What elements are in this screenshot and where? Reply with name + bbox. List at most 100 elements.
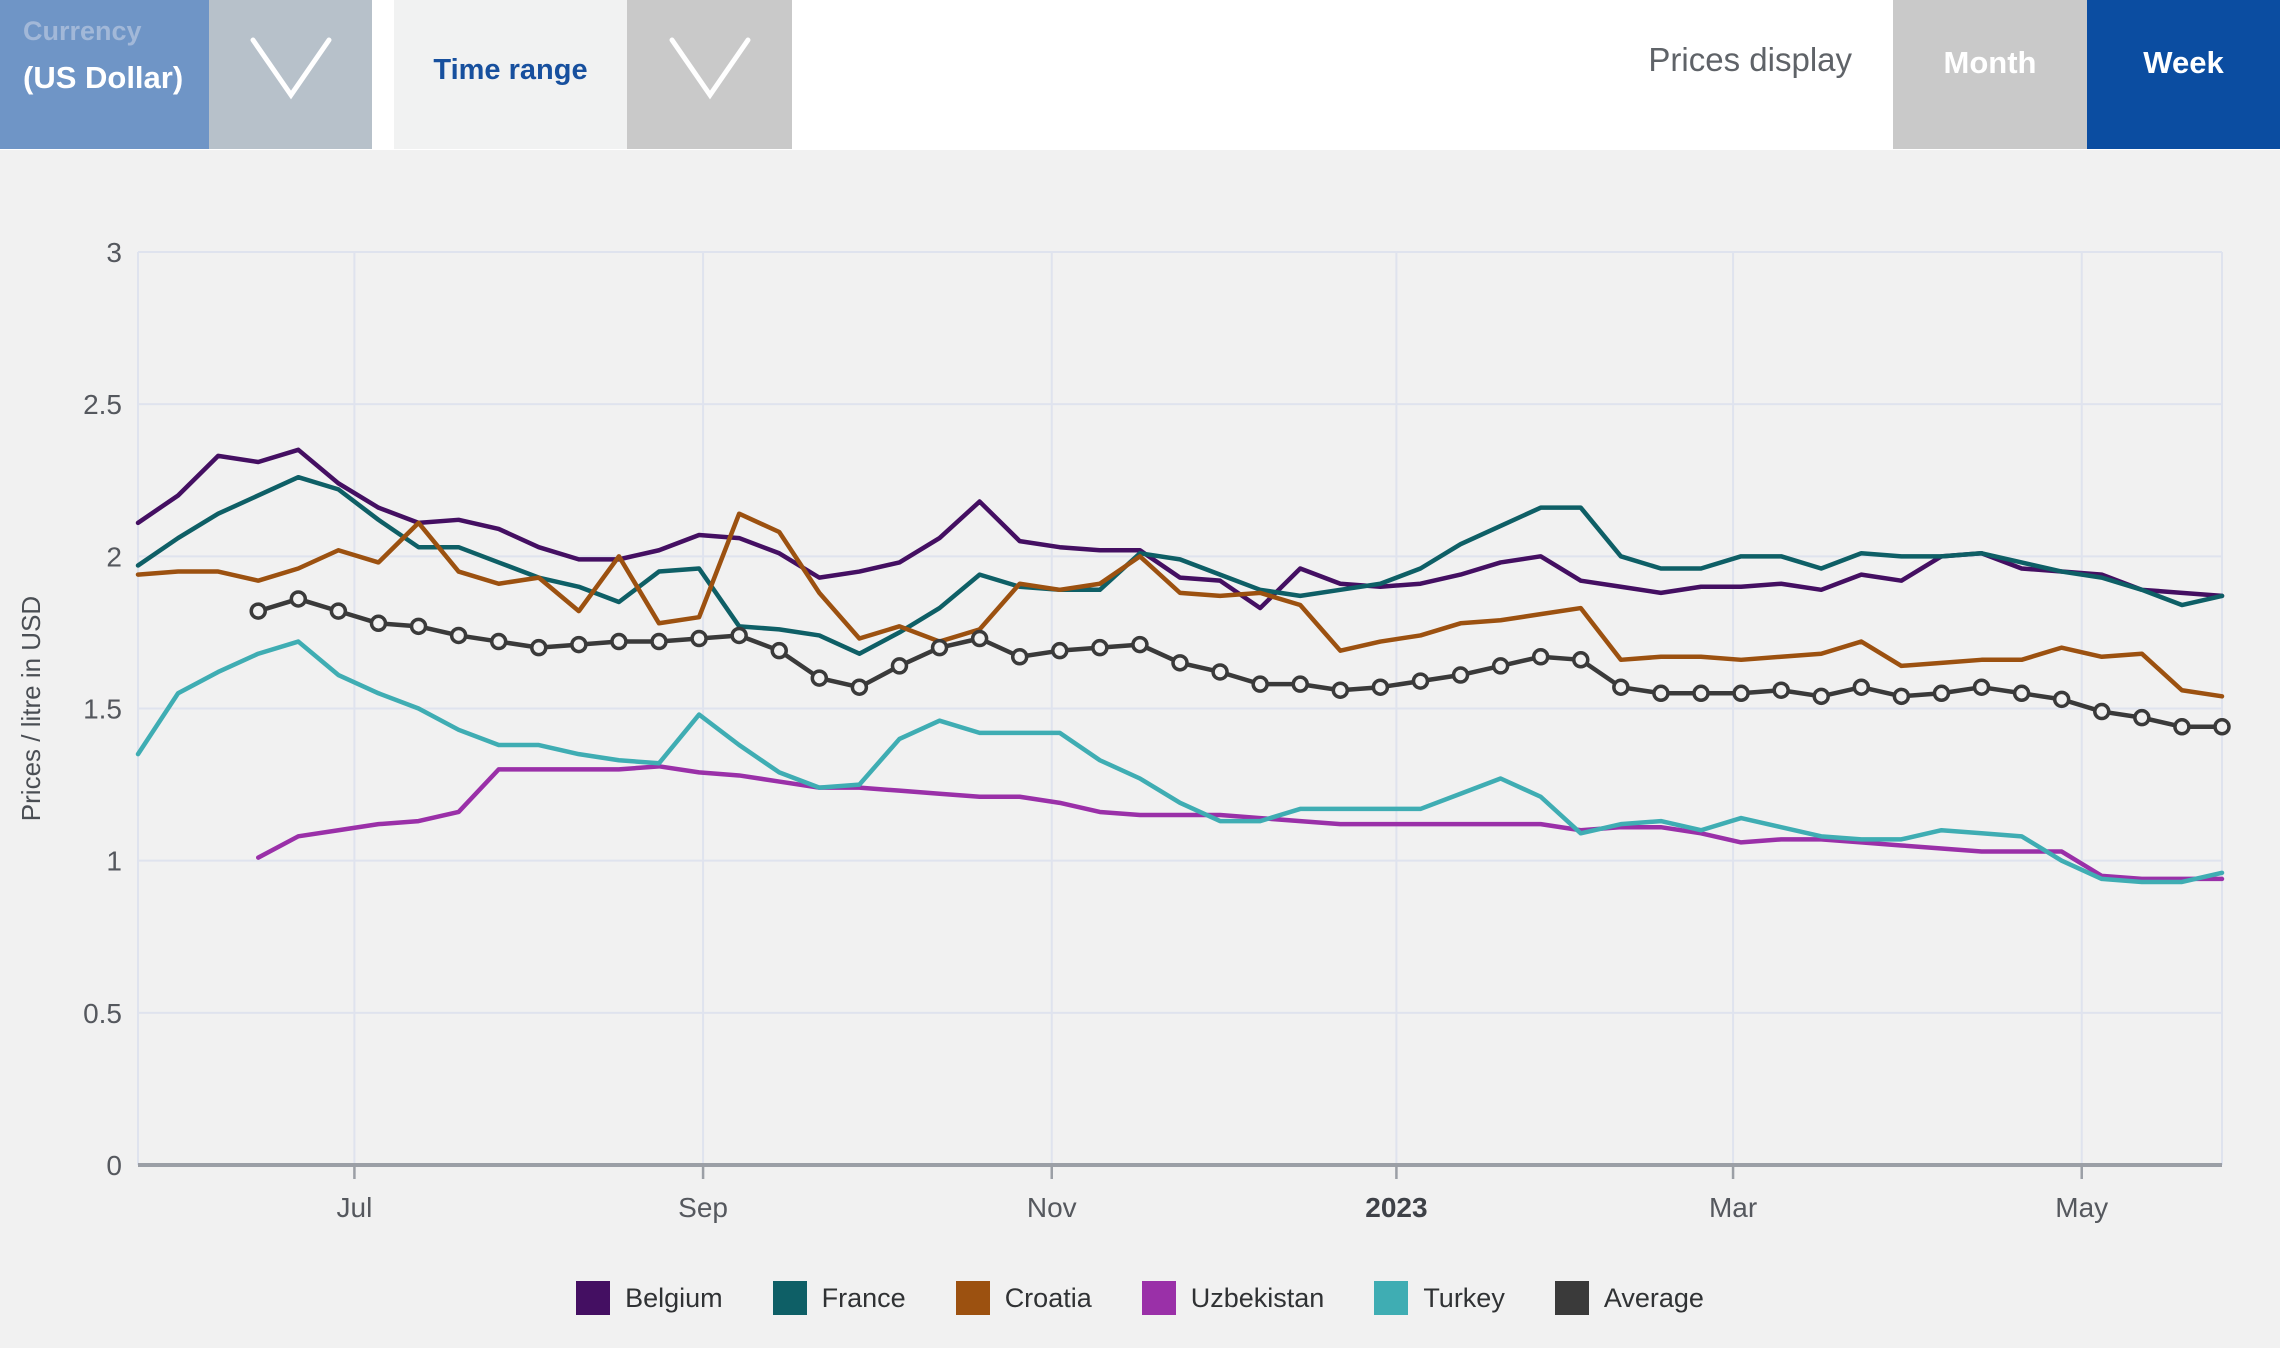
y-axis-tick-label: 2 bbox=[106, 541, 122, 572]
average-point-marker bbox=[249, 602, 267, 620]
average-point-marker bbox=[690, 629, 708, 648]
average-point-marker bbox=[409, 617, 428, 636]
average-point-marker bbox=[850, 678, 869, 696]
y-axis-tick-label: 0 bbox=[106, 1150, 122, 1181]
y-axis-tick-label: 1 bbox=[106, 846, 122, 877]
average-point-marker bbox=[770, 641, 788, 660]
y-axis-tick-label: 2.5 bbox=[83, 389, 122, 420]
average-point-marker bbox=[1932, 684, 1951, 703]
average-point-marker bbox=[1331, 681, 1350, 699]
legend-item-france[interactable]: France bbox=[772, 1281, 906, 1315]
average-point-marker bbox=[650, 632, 668, 651]
average-point-marker bbox=[489, 632, 508, 651]
average-point-marker bbox=[1531, 648, 1550, 666]
legend-item-average[interactable]: Average bbox=[1554, 1281, 1704, 1315]
y-axis-title: Prices / litre in USD bbox=[16, 596, 46, 821]
chart-area: 0 0.5 1 1.5 2 2.5 3 Jul Sep Nov 2023 Mar May Prices /… bbox=[0, 150, 2280, 1348]
legend-swatch-icon bbox=[955, 1281, 990, 1315]
average-point-marker bbox=[1291, 675, 1309, 693]
average-point-marker bbox=[1732, 684, 1750, 703]
average-point-marker bbox=[1491, 657, 1510, 675]
legend-label: France bbox=[821, 1282, 906, 1313]
series-line-turkey bbox=[135, 639, 2225, 885]
average-point-marker bbox=[1091, 638, 1109, 657]
average-point-marker bbox=[2133, 708, 2151, 727]
average-point-marker bbox=[1051, 641, 1069, 660]
y-axis-tick-label: 3 bbox=[106, 237, 122, 268]
series-line-france bbox=[135, 474, 2225, 656]
average-point-marker bbox=[610, 632, 628, 651]
average-point-marker bbox=[2012, 684, 2031, 703]
legend-item-uzbekistan[interactable]: Uzbekistan bbox=[1141, 1281, 1325, 1315]
week-toggle-button-active[interactable]: Week bbox=[2087, 0, 2280, 149]
average-point-marker bbox=[1451, 666, 1470, 684]
legend-label: Average bbox=[1603, 1282, 1704, 1313]
average-point-marker bbox=[1371, 678, 1390, 696]
legend-swatch-icon bbox=[1374, 1281, 1409, 1315]
legend-item-turkey[interactable]: Turkey bbox=[1374, 1281, 1505, 1315]
average-point-marker bbox=[970, 629, 989, 648]
legend-label: Croatia bbox=[1004, 1282, 1092, 1313]
average-point-marker bbox=[2093, 702, 2111, 721]
average-point-marker bbox=[1211, 663, 1229, 681]
average-point-marker bbox=[1652, 684, 1670, 703]
x-axis-tick-label: Nov bbox=[1027, 1192, 1077, 1223]
average-point-marker bbox=[2052, 690, 2071, 709]
time-range-label: Time range bbox=[433, 53, 588, 86]
average-point-marker bbox=[1411, 672, 1430, 690]
chart-legend: Belgium France Croatia Uzbekistan Turkey Aver… bbox=[0, 1276, 2280, 1320]
x-axis-tick-label: May bbox=[2055, 1192, 2108, 1223]
currency-dropdown[interactable]: Currency (US Dollar) bbox=[0, 0, 209, 149]
chevron-down-icon bbox=[250, 37, 331, 99]
x-axis-tick-label: Sep bbox=[678, 1192, 728, 1223]
legend-item-croatia[interactable]: Croatia bbox=[955, 1281, 1092, 1315]
legend-item-belgium[interactable]: Belgium bbox=[576, 1281, 723, 1315]
toolbar: Currency (US Dollar) Time range Prices d… bbox=[0, 0, 2280, 150]
average-point-marker bbox=[329, 602, 348, 620]
average-point-marker bbox=[570, 635, 588, 654]
series-line-belgium bbox=[135, 447, 2225, 611]
legend-label: Uzbekistan bbox=[1190, 1282, 1325, 1313]
currency-value: (US Dollar) bbox=[23, 60, 184, 95]
average-point-marker bbox=[1812, 687, 1830, 706]
average-point-marker bbox=[1572, 651, 1590, 669]
average-point-marker bbox=[1251, 675, 1269, 693]
legend-swatch-icon bbox=[576, 1281, 611, 1315]
price-line-chart: 0 0.5 1 1.5 2 2.5 3 Jul Sep Nov 2023 Mar May Prices /… bbox=[16, 237, 2231, 1223]
average-point-marker bbox=[1972, 678, 1991, 696]
legend-swatch-icon bbox=[772, 1281, 807, 1315]
average-point-marker bbox=[449, 626, 468, 645]
average-point-marker bbox=[730, 626, 748, 645]
average-point-marker bbox=[1892, 687, 1911, 706]
x-axis-tick-label: Mar bbox=[1709, 1192, 1757, 1223]
average-point-marker bbox=[1692, 684, 1710, 703]
currency-dropdown-toggle[interactable] bbox=[209, 0, 372, 149]
average-point-marker bbox=[1010, 648, 1029, 666]
average-point-marker bbox=[1772, 681, 1790, 699]
average-point-marker bbox=[930, 638, 949, 657]
legend-swatch-icon bbox=[1554, 1281, 1589, 1315]
chevron-down-icon bbox=[669, 37, 750, 99]
average-point-marker bbox=[1131, 635, 1149, 654]
average-point-marker bbox=[2173, 718, 2191, 736]
series-line-croatia bbox=[135, 511, 2225, 699]
month-toggle-button[interactable]: Month bbox=[1893, 0, 2087, 149]
average-point-marker bbox=[369, 614, 388, 633]
average-point-marker bbox=[890, 657, 909, 675]
average-point-marker bbox=[1612, 678, 1630, 696]
time-range-dropdown[interactable]: Time range bbox=[394, 0, 627, 149]
time-range-dropdown-toggle[interactable] bbox=[627, 0, 792, 149]
legend-label: Belgium bbox=[625, 1282, 723, 1313]
series-line-uzbekistan bbox=[255, 764, 2225, 882]
average-point-marker bbox=[2213, 718, 2231, 736]
average-point-marker bbox=[530, 638, 548, 657]
currency-label: Currency bbox=[23, 16, 142, 46]
legend-swatch-icon bbox=[1141, 1281, 1176, 1315]
prices-display-label: Prices display bbox=[1648, 41, 1852, 78]
x-axis-tick-label: 2023 bbox=[1365, 1192, 1427, 1223]
y-axis-tick-label: 1.5 bbox=[83, 694, 122, 725]
average-point-marker bbox=[1852, 678, 1871, 696]
x-axis-tick-label: Jul bbox=[337, 1192, 373, 1223]
average-point-marker bbox=[810, 669, 829, 687]
average-point-marker bbox=[289, 590, 308, 608]
